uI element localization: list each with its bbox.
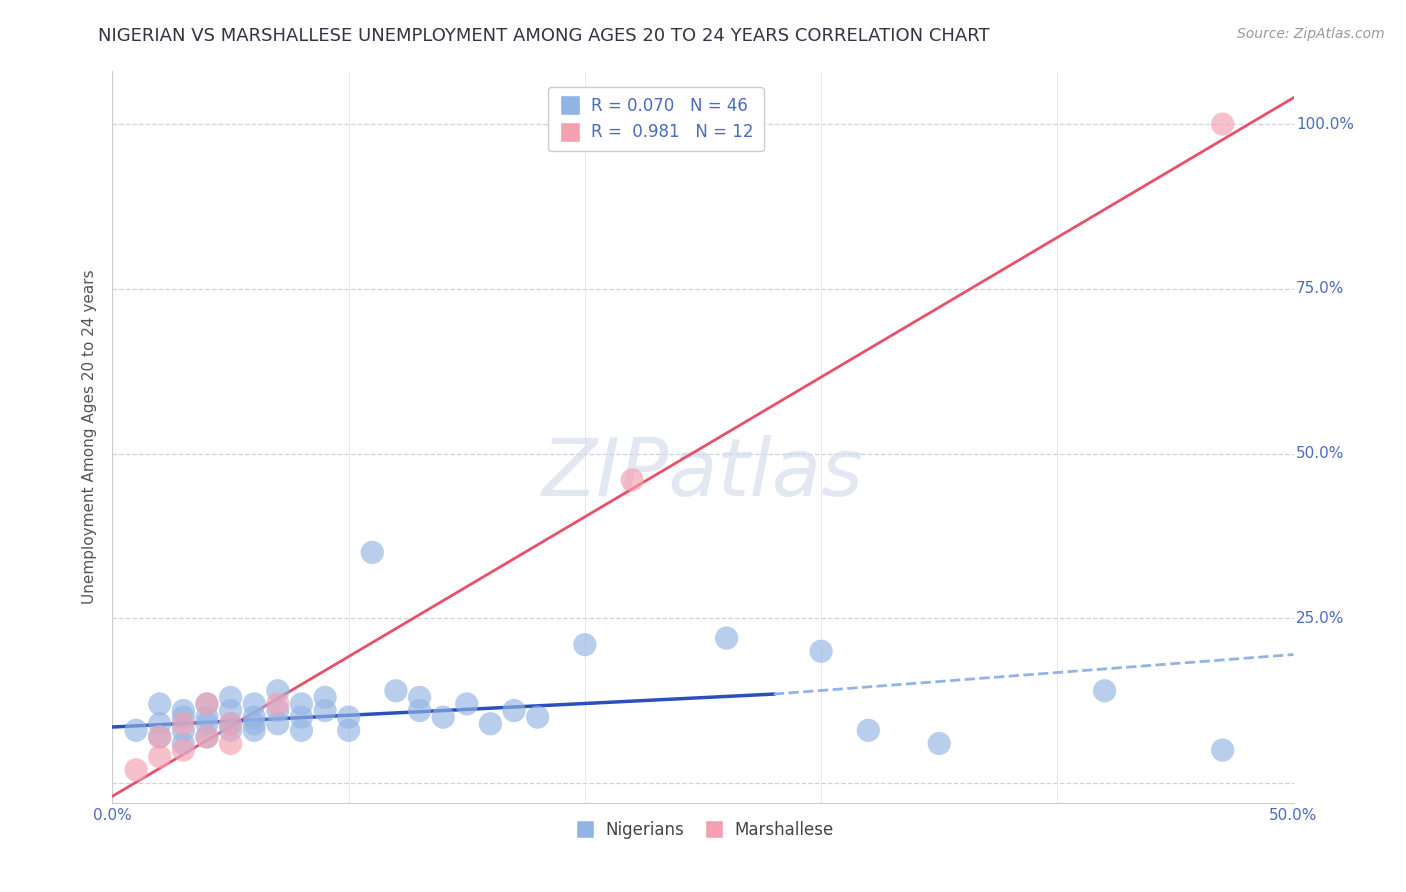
Point	[149, 730, 172, 744]
Text: NIGERIAN VS MARSHALLESE UNEMPLOYMENT AMONG AGES 20 TO 24 YEARS CORRELATION CHART: NIGERIAN VS MARSHALLESE UNEMPLOYMENT AMO…	[98, 27, 990, 45]
Point	[267, 697, 290, 711]
Point	[267, 683, 290, 698]
Point	[172, 716, 194, 731]
Text: 25.0%: 25.0%	[1296, 611, 1344, 626]
Point	[172, 704, 194, 718]
Point	[385, 683, 408, 698]
Point	[219, 723, 242, 738]
Point	[219, 716, 242, 731]
Point	[1094, 683, 1116, 698]
Text: Source: ZipAtlas.com: Source: ZipAtlas.com	[1237, 27, 1385, 41]
Point	[243, 716, 266, 731]
Point	[716, 631, 738, 645]
Point	[361, 545, 384, 559]
Point	[574, 638, 596, 652]
Text: 75.0%: 75.0%	[1296, 281, 1344, 296]
Point	[125, 723, 148, 738]
Point	[172, 737, 194, 751]
Point	[243, 723, 266, 738]
Point	[456, 697, 478, 711]
Point	[149, 730, 172, 744]
Point	[149, 716, 172, 731]
Point	[1212, 117, 1234, 131]
Point	[149, 697, 172, 711]
Point	[337, 723, 360, 738]
Point	[243, 697, 266, 711]
Point	[290, 710, 312, 724]
Point	[125, 763, 148, 777]
Point	[219, 716, 242, 731]
Text: ZIPatlas: ZIPatlas	[541, 434, 865, 513]
Point	[314, 704, 336, 718]
Text: 50.0%: 50.0%	[1296, 446, 1344, 461]
Legend: Nigerians, Marshallese: Nigerians, Marshallese	[565, 814, 841, 846]
Point	[219, 690, 242, 705]
Point	[195, 730, 218, 744]
Text: 100.0%: 100.0%	[1296, 117, 1354, 132]
Point	[858, 723, 880, 738]
Y-axis label: Unemployment Among Ages 20 to 24 years: Unemployment Among Ages 20 to 24 years	[82, 269, 97, 605]
Point	[172, 710, 194, 724]
Point	[503, 704, 526, 718]
Point	[337, 710, 360, 724]
Point	[267, 716, 290, 731]
Point	[219, 737, 242, 751]
Point	[172, 723, 194, 738]
Point	[195, 697, 218, 711]
Point	[928, 737, 950, 751]
Point	[290, 697, 312, 711]
Point	[290, 723, 312, 738]
Point	[195, 730, 218, 744]
Point	[526, 710, 548, 724]
Point	[219, 704, 242, 718]
Point	[195, 710, 218, 724]
Point	[408, 690, 430, 705]
Point	[810, 644, 832, 658]
Point	[479, 716, 502, 731]
Point	[195, 697, 218, 711]
Point	[243, 710, 266, 724]
Point	[432, 710, 454, 724]
Point	[1212, 743, 1234, 757]
Point	[314, 690, 336, 705]
Point	[408, 704, 430, 718]
Point	[195, 716, 218, 731]
Point	[149, 749, 172, 764]
Point	[172, 743, 194, 757]
Point	[267, 704, 290, 718]
Point	[621, 473, 644, 487]
